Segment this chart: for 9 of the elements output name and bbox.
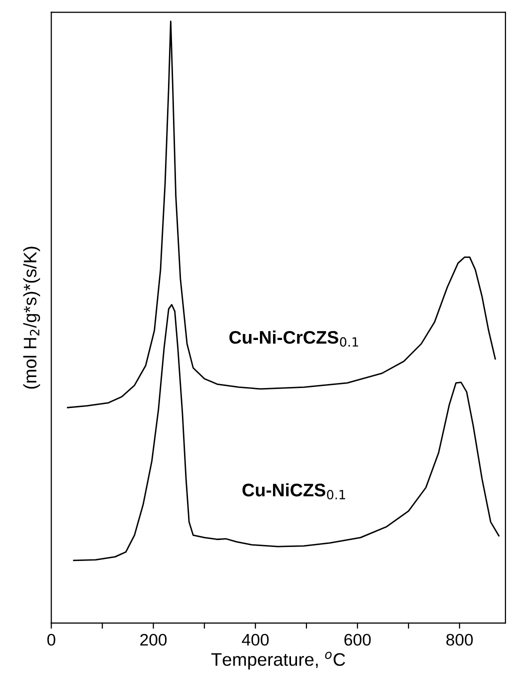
x-axis-title: Temperature, $^{o}$C bbox=[211, 652, 346, 670]
x-tick-label: 200 bbox=[140, 634, 167, 646]
x-tick-label: 800 bbox=[446, 634, 473, 646]
x-tick-label: 600 bbox=[344, 634, 371, 646]
x-tick-label: 400 bbox=[242, 634, 269, 646]
text: Cu-NiCZS$_{0.1}$ bbox=[242, 483, 346, 500]
y-axis-title: (mol H$_{2}$/g*s)*(s/K) bbox=[23, 246, 40, 389]
series-label: Cu-Ni-CrCZS$_{0.1}$ bbox=[229, 330, 358, 347]
x-tick-label: 0 bbox=[47, 634, 56, 646]
